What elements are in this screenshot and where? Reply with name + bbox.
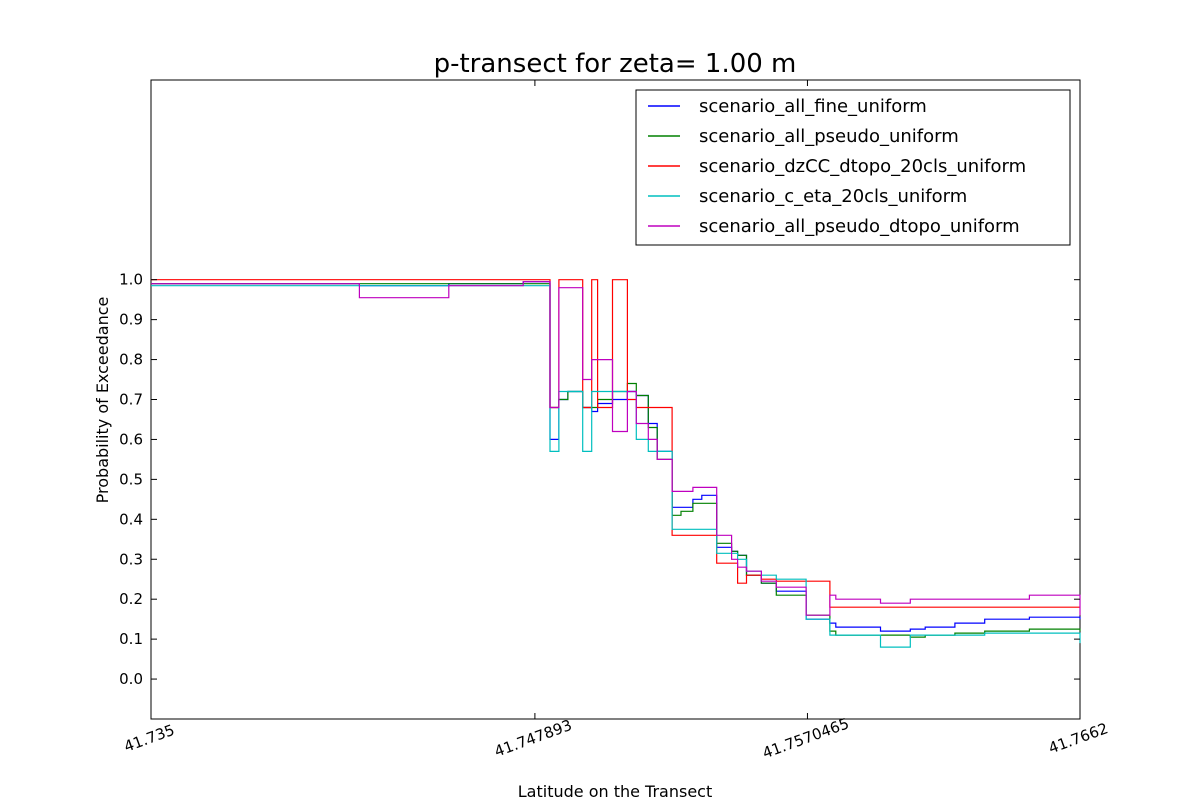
y-tick-label: 1.0: [119, 271, 143, 289]
y-tick-label: 0.3: [119, 550, 143, 568]
chart-title: p-transect for zeta= 1.00 m: [434, 49, 797, 79]
series-line-3: [151, 279, 1080, 608]
x-tick-label: 41.7662: [1046, 719, 1110, 757]
y-axis-label: Probability of Exceedance: [93, 297, 112, 504]
y-tick-label: 0.9: [119, 311, 143, 329]
y-tick-label: 0.8: [119, 351, 143, 369]
series-line-4: [151, 285, 1081, 648]
y-tick-label: 0.4: [119, 510, 143, 528]
y-tick-label: 0.2: [119, 590, 143, 608]
legend-frame: [635, 89, 1071, 246]
x-axis-label: Latitude on the Transect: [518, 782, 713, 800]
series-layer: [151, 279, 1081, 648]
series-line-2: [151, 283, 1081, 638]
y-axis: 0.0 0.1 0.2 0.3 0.4 0.5 0.6 0.7 0.8 0.9 1.0: [119, 271, 1080, 688]
x-tick-label: 41.747893: [492, 716, 574, 761]
series-line-5: [151, 281, 1081, 616]
legend-label-1: scenario_all_fine_uniform: [699, 96, 927, 117]
legend-label-5: scenario_all_pseudo_dtopo_uniform: [699, 216, 1020, 237]
legend-label-2: scenario_all_pseudo_uniform: [699, 126, 959, 147]
legend-label-3: scenario_dzCC_dtopo_20cls_uniform: [699, 156, 1026, 177]
x-tick-label: 41.735: [122, 721, 177, 756]
legend: scenario_all_fine_uniform scenario_all_ps…: [635, 89, 1071, 246]
y-tick-label: 0.6: [119, 430, 143, 448]
y-tick-label: 0.0: [119, 670, 143, 688]
x-tick-label: 41.7570465: [760, 714, 851, 762]
legend-label-4: scenario_c_eta_20cls_uniform: [699, 186, 967, 207]
y-tick-label: 0.1: [119, 630, 143, 648]
y-tick-label: 0.5: [119, 470, 143, 488]
series-line-1: [151, 281, 1081, 632]
y-tick-label: 0.7: [119, 391, 143, 409]
